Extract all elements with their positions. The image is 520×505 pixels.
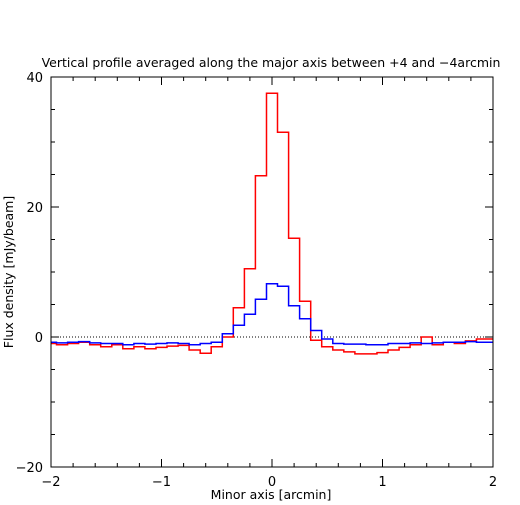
x-tick-label: 1 bbox=[378, 475, 386, 490]
plot-frame bbox=[50, 76, 494, 468]
series-line-1 bbox=[51, 92, 493, 355]
series-line-2 bbox=[51, 282, 493, 346]
y-tick-label: 40 bbox=[26, 71, 43, 86]
y-axis-label: Flux density [mJy/beam] bbox=[1, 196, 16, 348]
y-tick-label: 20 bbox=[26, 201, 43, 216]
y-tick-label: −20 bbox=[16, 461, 43, 476]
chart-title: Vertical profile averaged along the majo… bbox=[42, 55, 501, 70]
plot-area: −2 −1 0 1 2 −20 0 20 40 bbox=[16, 71, 498, 490]
x-axis-label: Minor axis [arcmin] bbox=[211, 487, 332, 502]
x-tick-label: 0 bbox=[268, 475, 276, 490]
x-tick-label: 2 bbox=[489, 475, 497, 490]
x-tick-label: −2 bbox=[41, 475, 60, 490]
y-tick-label: 0 bbox=[35, 331, 43, 346]
x-tick-label: −1 bbox=[152, 475, 171, 490]
